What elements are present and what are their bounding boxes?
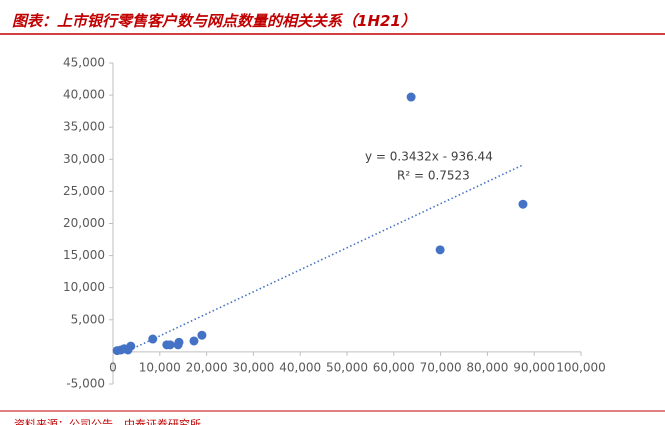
point (197, 330, 207, 340)
trendline (125, 164, 523, 353)
y-tick-label: 30,000 (63, 152, 105, 166)
x-tick-label: 100,000 (556, 360, 606, 374)
y-tick-label: 40,000 (63, 88, 105, 102)
x-tick-label: 30,000 (232, 360, 274, 374)
point (173, 340, 183, 350)
x-tick-label: 0 (109, 360, 117, 374)
x-tick-label: 70,000 (420, 360, 462, 374)
x-tick-label: 20,000 (186, 360, 228, 374)
x-tick-label: 60,000 (373, 360, 415, 374)
y-tick-label: 20,000 (63, 216, 105, 230)
x-tick-label: 90,000 (513, 360, 555, 374)
chart-title: 图表：上市银行零售客户数与网点数量的相关关系（1H21） (12, 12, 416, 30)
y-tick-label: 15,000 (63, 248, 105, 262)
y-tick-label: 35,000 (63, 120, 105, 134)
source: 资料来源：公司公告，中泰证券研究所 (14, 417, 201, 425)
x-tick-label: 10,000 (139, 360, 181, 374)
y-tick-label: 5,000 (71, 312, 105, 326)
trend-equation: y = 0.3432x - 936.44 (365, 150, 493, 164)
point (435, 245, 445, 255)
point (112, 346, 122, 356)
x-tick-label: 50,000 (326, 360, 368, 374)
y-tick-label: 45,000 (63, 56, 105, 70)
point (189, 336, 199, 346)
point (406, 92, 416, 102)
point (148, 334, 158, 344)
r-squared: R² = 0.7523 (397, 169, 470, 183)
point (162, 340, 172, 350)
x-tick-label: 40,000 (279, 360, 321, 374)
point (119, 344, 129, 354)
y-tick-label: 10,000 (63, 280, 105, 294)
point (518, 199, 528, 209)
x-tick-label: 80,000 (466, 360, 508, 374)
y-tick-label: 25,000 (63, 184, 105, 198)
y-tick-label: -5,000 (66, 377, 105, 391)
